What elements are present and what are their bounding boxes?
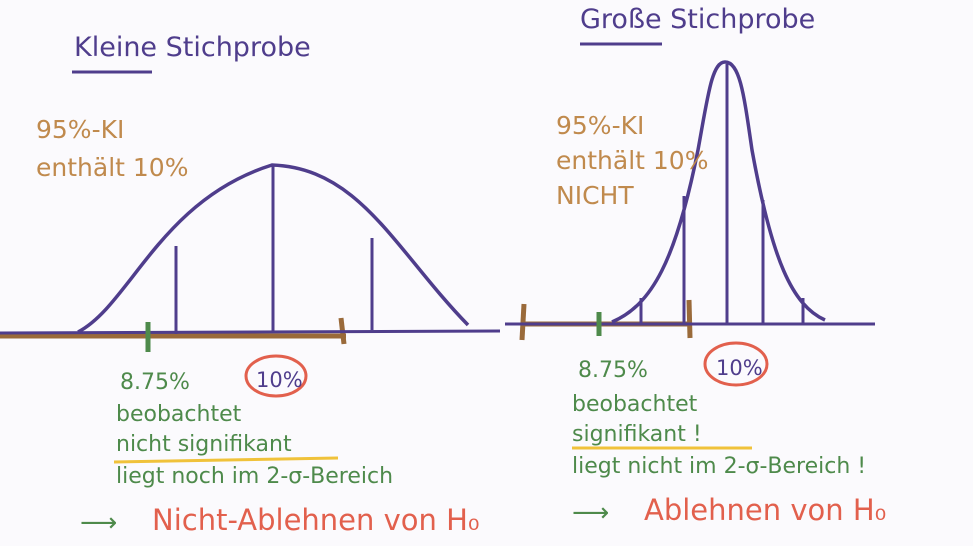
left-observed-label: beobachtet	[116, 402, 242, 427]
left-ci-line-2: enthält 10%	[36, 153, 189, 182]
left-conclusion: Nicht-Ablehnen von H₀	[152, 503, 480, 537]
right-observed-value: 8.75%	[578, 358, 648, 383]
right-null-value-circle	[703, 341, 769, 387]
right-interval-end-tick	[686, 299, 693, 339]
right-range-note: liegt nicht im 2-σ-Bereich !	[572, 454, 867, 479]
right-ci-line-2: enthält 10%	[556, 146, 709, 175]
left-null-value: 10%	[256, 368, 303, 392]
left-ci-line-1: 95%-KI	[36, 115, 125, 144]
right-ci-line-3: NICHT	[556, 181, 634, 210]
right-null-value: 10%	[716, 356, 763, 380]
right-ci-line-1: 95%-KI	[556, 111, 645, 140]
left-null-value-circle	[244, 354, 308, 398]
left-x-axis	[0, 329, 501, 335]
left-conclusion-arrow: ⟶	[80, 508, 118, 538]
left-normal-curve	[77, 163, 470, 334]
right-interval-start-tick	[519, 303, 527, 341]
left-range-note: liegt noch im 2-σ-Bereich	[116, 464, 394, 489]
right-significance-text: signifikant !	[572, 422, 702, 447]
right-panel-title: Große Stichprobe	[580, 4, 816, 35]
right-conclusion-arrow: ⟶	[572, 498, 610, 528]
right-observed-label: beobachtet	[572, 392, 698, 417]
right-normal-curve	[611, 60, 826, 324]
left-significance-text: nicht signifikant	[116, 432, 292, 457]
left-significance-highlight	[113, 456, 339, 464]
left-panel-title: Kleine Stichprobe	[74, 32, 311, 63]
right-conclusion: Ablehnen von H₀	[644, 493, 887, 527]
left-observed-value: 8.75%	[120, 370, 190, 395]
